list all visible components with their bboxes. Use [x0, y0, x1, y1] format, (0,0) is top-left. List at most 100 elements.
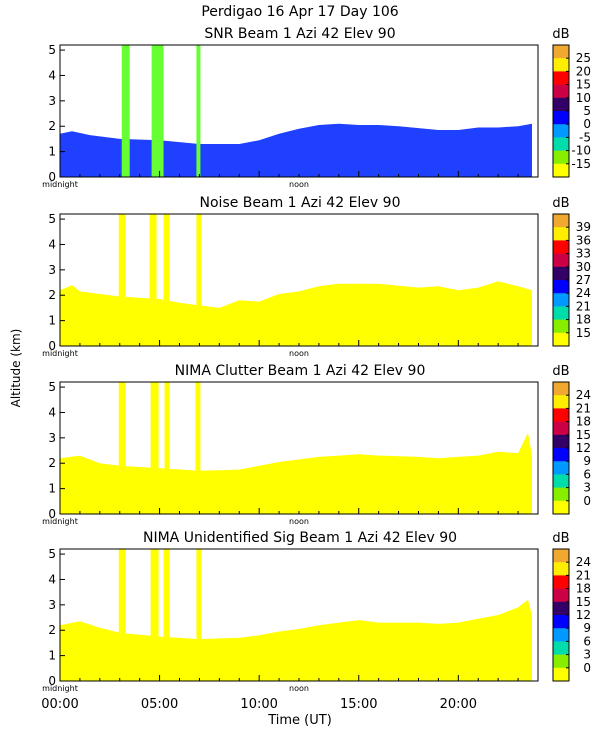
colorbar-segment: [553, 163, 569, 178]
y-tick-label: 1: [48, 482, 56, 496]
colorbar-segment: [553, 628, 569, 642]
midnight-marker: midnight: [42, 684, 78, 693]
colorbar-label: 39: [576, 220, 591, 234]
noon-marker: noon: [289, 180, 309, 189]
colorbar-segment: [553, 549, 569, 563]
colorbar-label: 33: [576, 247, 591, 261]
colorbar-label: 15: [576, 78, 591, 92]
y-tick-label: 4: [48, 572, 56, 586]
colorbar-label: 0: [583, 494, 591, 508]
colorbar-segment: [553, 319, 569, 334]
y-tick-label: 4: [48, 405, 56, 419]
colorbar-segment: [553, 306, 569, 321]
colorbar-label: 12: [576, 608, 591, 622]
colorbar-segment: [553, 654, 569, 669]
y-tick-label: 1: [48, 145, 56, 159]
colorbar-label: 24: [576, 388, 591, 402]
burst-column: [163, 549, 170, 681]
colorbar-segment: [553, 227, 569, 241]
y-axis-label: Altitude (km): [9, 329, 23, 408]
colorbar-label: 3: [583, 481, 591, 495]
y-tick-label: 0: [48, 507, 56, 521]
panel-1: SNR Beam 1 Azi 42 Elev 90 0 1 2 3 4 5 midnight n…: [42, 26, 591, 189]
burst-column: [149, 214, 157, 346]
y-tick-label: 5: [48, 380, 56, 394]
colorbar-segment: [553, 84, 569, 99]
colorbar-segment: [553, 588, 569, 603]
burst-column: [118, 214, 126, 346]
colorbar-segment: [553, 641, 569, 656]
colorbar-segment: [553, 448, 569, 462]
colorbar-segment: [553, 253, 569, 268]
midnight-marker: midnight: [42, 349, 78, 358]
y-tick-label: 1: [48, 314, 56, 328]
burst-column: [151, 45, 164, 177]
colorbar-label: 6: [583, 634, 591, 648]
colorbar-label: 5: [583, 104, 591, 118]
colorbar-label: 0: [583, 661, 591, 675]
colorbar-segment: [553, 421, 569, 436]
colorbar-segment: [553, 667, 569, 682]
y-tick-label: 3: [48, 598, 56, 612]
y-tick-label: 3: [48, 263, 56, 277]
colorbar-segment: [553, 395, 569, 409]
y-tick-label: 4: [48, 237, 56, 251]
x-tick-label: 00:00: [41, 697, 78, 712]
echo-region: [60, 599, 532, 681]
colorbar-segment: [553, 266, 569, 281]
colorbar-segment: [553, 601, 569, 616]
y-tick-label: 3: [48, 94, 56, 108]
y-tick-label: 0: [48, 339, 56, 353]
colorbar-label: 21: [576, 299, 591, 313]
colorbar-segment: [553, 575, 569, 590]
colorbar-label: 15: [576, 595, 591, 609]
colorbar-label: 24: [576, 286, 591, 300]
colorbar-label: 3: [583, 648, 591, 662]
colorbar-label: 9: [583, 621, 591, 635]
y-tick-label: 5: [48, 43, 56, 57]
colorbar-segment: [553, 461, 569, 475]
panel-2: Noise Beam 1 Azi 42 Elev 90 0 1 2 3 4 5 midnigh…: [42, 195, 591, 358]
colorbar-label: -5: [579, 130, 591, 144]
colorbar-label: 20: [576, 64, 591, 78]
colorbar-label: 10: [576, 91, 591, 105]
colorbar-segment: [553, 58, 569, 72]
colorbar-segment: [553, 137, 569, 152]
midnight-marker: midnight: [42, 517, 78, 526]
burst-column: [118, 382, 126, 514]
colorbar-label: 24: [576, 555, 591, 569]
noon-marker: noon: [289, 684, 309, 693]
midnight-marker: midnight: [42, 180, 78, 189]
colorbar-label: 15: [576, 428, 591, 442]
colorbar-segment: [553, 280, 569, 294]
colorbar-segment: [553, 615, 569, 629]
burst-column: [150, 382, 159, 514]
colorbar-segment: [553, 487, 569, 502]
panel-title: Noise Beam 1 Azi 42 Elev 90: [200, 195, 401, 211]
burst-column: [164, 382, 170, 514]
colorbar-segment: [553, 111, 569, 125]
y-tick-label: 4: [48, 68, 56, 82]
colorbar-segment: [553, 97, 569, 112]
x-tick-label: 10:00: [240, 697, 277, 712]
burst-column: [150, 549, 159, 681]
colorbar-unit: dB: [552, 196, 569, 211]
panel-title: SNR Beam 1 Azi 42 Elev 90: [204, 26, 395, 42]
colorbar-segment: [553, 150, 569, 165]
y-tick-label: 3: [48, 431, 56, 445]
burst-column: [196, 214, 202, 346]
colorbar-label: 21: [576, 568, 591, 582]
colorbar-segment: [553, 214, 569, 228]
colorbar-unit: dB: [552, 27, 569, 42]
panel-3: NIMA Clutter Beam 1 Azi 42 Elev 90012345…: [42, 363, 591, 526]
y-tick-label: 2: [48, 623, 56, 637]
colorbar-segment: [553, 45, 569, 59]
x-tick-label: 05:00: [141, 697, 178, 712]
echo-region: [60, 123, 532, 177]
colorbar-label: 27: [576, 273, 591, 287]
panel-title: NIMA Unidentified Sig Beam 1 Azi 42 Elev…: [143, 530, 457, 546]
burst-column: [196, 45, 201, 177]
colorbar-unit: dB: [552, 531, 569, 546]
colorbar-segment: [553, 562, 569, 576]
